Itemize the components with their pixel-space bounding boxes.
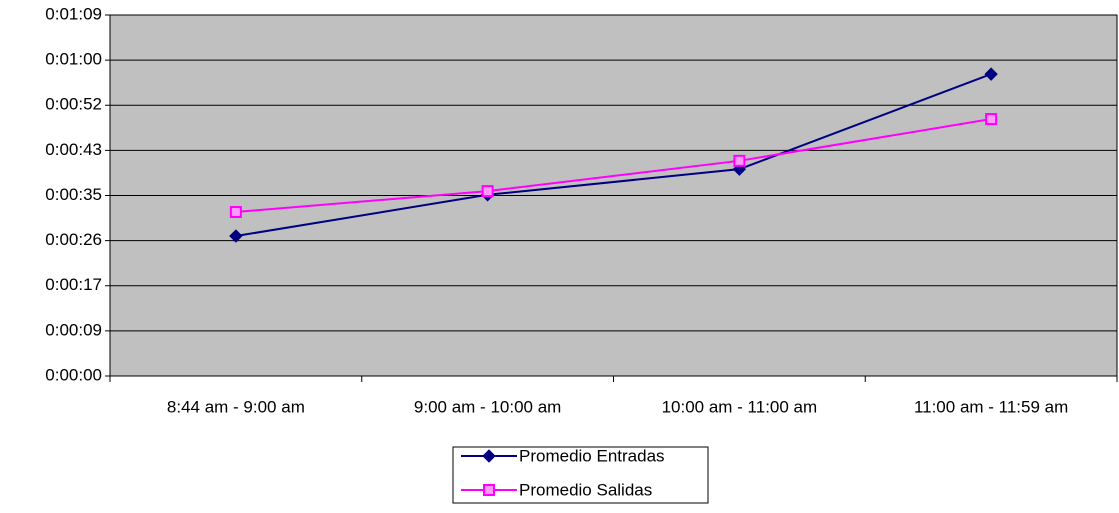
x-tick-label: 9:00 am - 10:00 am <box>414 397 561 416</box>
data-point <box>984 67 998 81</box>
y-tick-label: 0:00:35 <box>45 185 102 204</box>
y-tick-label: 0:00:43 <box>45 140 102 159</box>
y-tick-label: 0:00:17 <box>45 275 102 294</box>
x-tick-label: 10:00 am - 11:00 am <box>662 397 818 416</box>
legend-marker <box>483 484 495 496</box>
data-point <box>481 185 494 198</box>
x-tick-label: 8:44 am - 9:00 am <box>167 397 305 416</box>
y-tick-label: 0:01:00 <box>45 50 102 69</box>
series-line <box>235 73 992 238</box>
x-tick-label: 11:00 am - 11:59 am <box>914 397 1068 416</box>
data-point <box>229 229 243 243</box>
data-point <box>985 113 998 126</box>
data-point <box>733 154 746 167</box>
y-tick-label: 0:00:00 <box>45 365 102 384</box>
legend-label: Promedio Salidas <box>519 480 652 499</box>
y-tick-label: 0:00:09 <box>45 320 102 339</box>
y-tick-label: 0:00:26 <box>45 230 102 249</box>
legend-label: Promedio Entradas <box>519 446 665 465</box>
legend-marker <box>482 449 496 463</box>
series-line <box>235 118 992 214</box>
data-point <box>229 206 242 219</box>
y-tick-label: 0:01:09 <box>45 4 102 23</box>
y-tick-label: 0:00:52 <box>45 95 102 114</box>
